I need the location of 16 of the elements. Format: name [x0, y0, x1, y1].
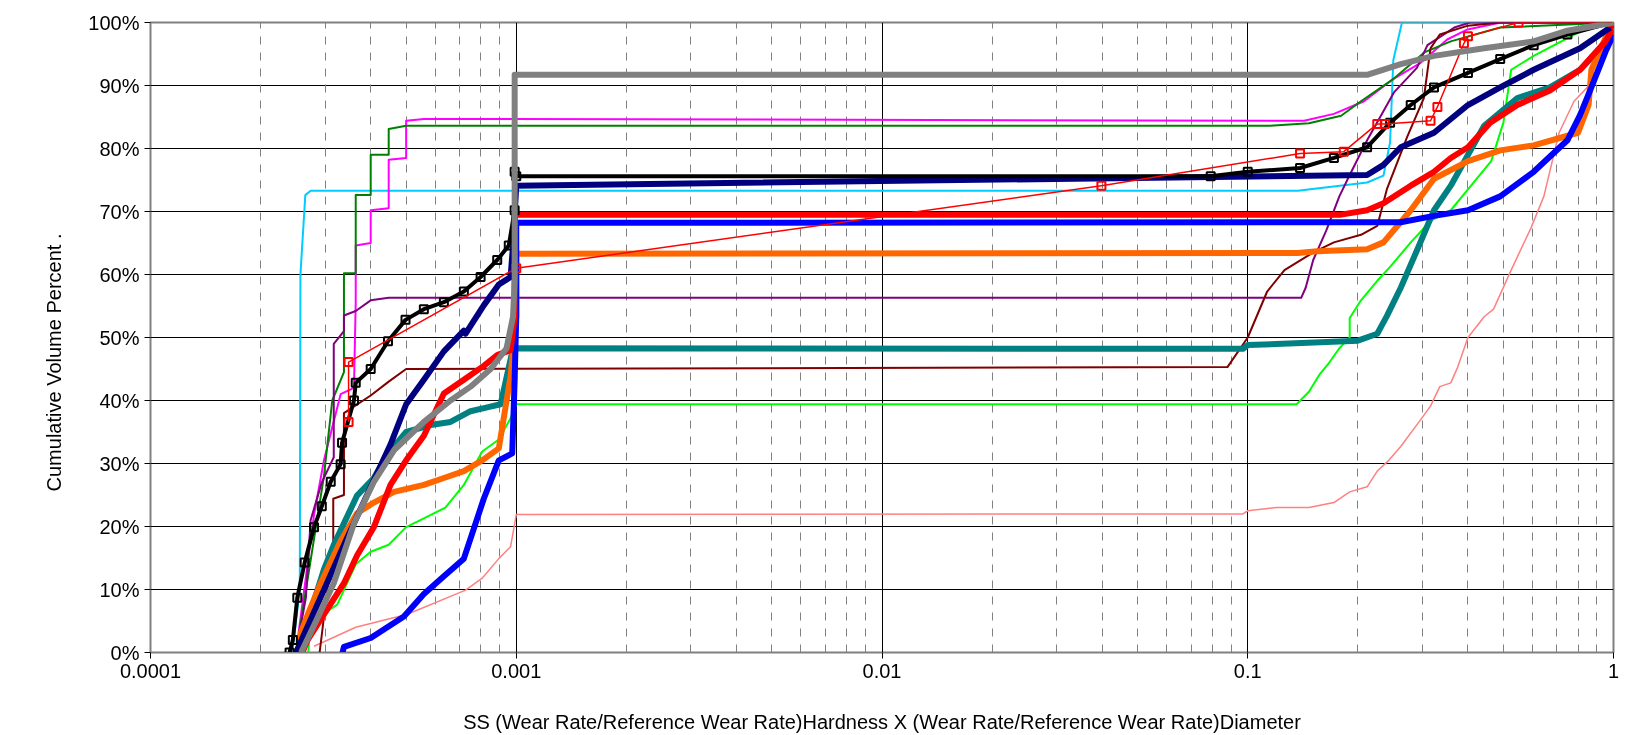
- y-tick-label: 100%: [88, 11, 140, 34]
- x-tick-label: 0.1: [1233, 659, 1262, 682]
- x-axis-title: SS (Wear Rate/Reference Wear Rate)Hardness X (Wear Rate/Reference Wear Rate)Diameter: [463, 710, 1302, 733]
- y-tick-label: 30%: [99, 452, 140, 475]
- y-tick-label: 20%: [99, 515, 140, 538]
- x-tick-label: 1: [1607, 659, 1620, 682]
- x-tick-label: 0.001: [491, 659, 542, 682]
- y-tick-label: 90%: [99, 74, 140, 97]
- y-axis-title: Cumulative Volume Percent .: [43, 233, 66, 492]
- y-tick-label: 40%: [99, 389, 140, 412]
- x-tick-label: 0.01: [862, 659, 902, 682]
- y-tick-label: 60%: [99, 263, 140, 286]
- y-tick-label: 50%: [99, 326, 140, 349]
- y-tick-label: 70%: [99, 200, 140, 223]
- y-tick-label: 10%: [99, 578, 140, 601]
- y-tick-label: 80%: [99, 137, 140, 160]
